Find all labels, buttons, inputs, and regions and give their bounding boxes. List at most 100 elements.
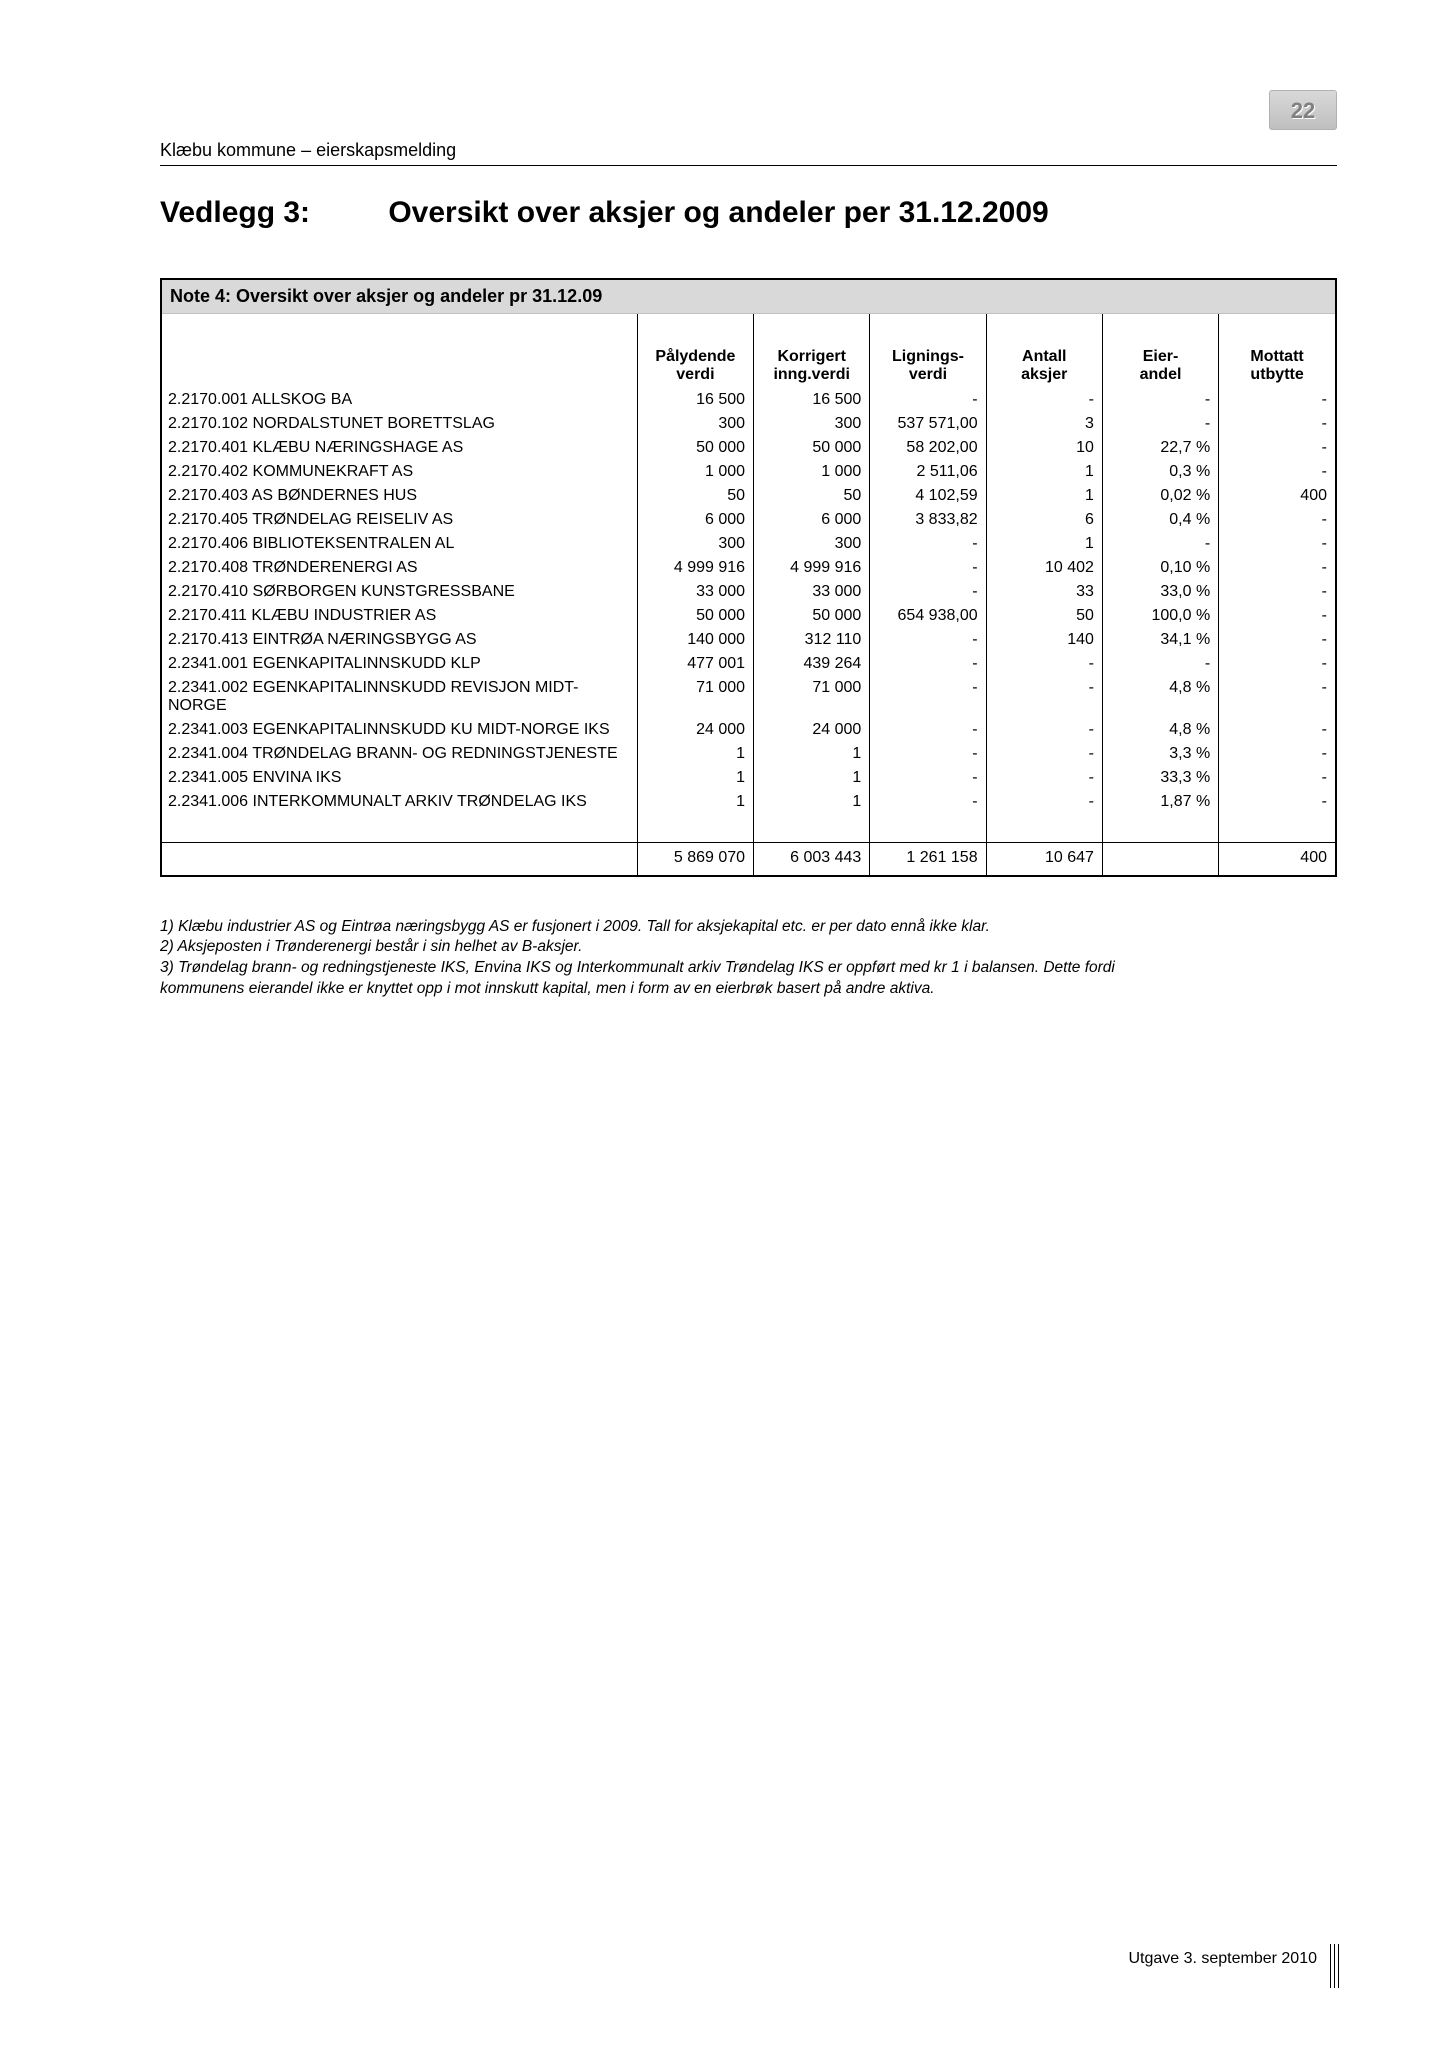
row-value: 1 000 bbox=[754, 460, 870, 484]
row-value: 33 bbox=[986, 580, 1102, 604]
row-value: 3 833,82 bbox=[870, 508, 986, 532]
footer-bars-icon bbox=[1330, 1944, 1339, 1988]
row-value: 50 bbox=[637, 484, 753, 508]
table-row: 2.2170.001 ALLSKOG BA16 50016 500---- bbox=[162, 388, 1335, 412]
footnotes: 1) Klæbu industrier AS og Eintrøa næring… bbox=[160, 917, 1160, 1001]
row-value: 0,3 % bbox=[1102, 460, 1218, 484]
row-value: - bbox=[870, 766, 986, 790]
row-value: 33,3 % bbox=[1102, 766, 1218, 790]
table-row: 2.2170.408 TRØNDERENERGI AS4 999 9164 99… bbox=[162, 556, 1335, 580]
row-value: 4,8 % bbox=[1102, 676, 1218, 718]
row-name: 2.2170.413 EINTRØA NÆRINGSBYGG AS bbox=[162, 628, 637, 652]
row-value: 58 202,00 bbox=[870, 436, 986, 460]
table-container: Note 4: Oversikt over aksjer og andeler … bbox=[160, 278, 1337, 877]
row-value: - bbox=[1219, 556, 1335, 580]
row-value: - bbox=[986, 652, 1102, 676]
row-name: 2.2341.002 EGENKAPITALINNSKUDD REVISJON … bbox=[162, 676, 637, 718]
col-palydende: Pålydendeverdi bbox=[637, 314, 753, 388]
row-value: 50 000 bbox=[637, 436, 753, 460]
row-value: - bbox=[1219, 508, 1335, 532]
row-value: - bbox=[986, 388, 1102, 412]
row-value: - bbox=[870, 388, 986, 412]
row-value: - bbox=[986, 766, 1102, 790]
row-value: 0,10 % bbox=[1102, 556, 1218, 580]
row-value: - bbox=[1219, 580, 1335, 604]
row-value: 300 bbox=[754, 532, 870, 556]
row-name: 2.2341.003 EGENKAPITALINNSKUDD KU MIDT-N… bbox=[162, 718, 637, 742]
row-value: 140 bbox=[986, 628, 1102, 652]
row-value: 33 000 bbox=[754, 580, 870, 604]
row-value: 1 bbox=[754, 742, 870, 766]
row-value: - bbox=[1219, 718, 1335, 742]
row-value: 24 000 bbox=[754, 718, 870, 742]
table-row: 2.2170.413 EINTRØA NÆRINGSBYGG AS140 000… bbox=[162, 628, 1335, 652]
row-value: - bbox=[1219, 742, 1335, 766]
row-value: 50 000 bbox=[754, 436, 870, 460]
row-value: 654 938,00 bbox=[870, 604, 986, 628]
table-row: 2.2341.006 INTERKOMMUNALT ARKIV TRØNDELA… bbox=[162, 790, 1335, 814]
row-name: 2.2341.005 ENVINA IKS bbox=[162, 766, 637, 790]
col-mottatt: Mottattutbytte bbox=[1219, 314, 1335, 388]
row-value: 0,4 % bbox=[1102, 508, 1218, 532]
table-row: 2.2341.002 EGENKAPITALINNSKUDD REVISJON … bbox=[162, 676, 1335, 718]
row-name: 2.2170.401 KLÆBU NÆRINGSHAGE AS bbox=[162, 436, 637, 460]
row-value: - bbox=[1219, 412, 1335, 436]
row-value: 400 bbox=[1219, 484, 1335, 508]
row-value: 71 000 bbox=[637, 676, 753, 718]
footnote-line: 3) Trøndelag brann- og redningstjeneste … bbox=[160, 958, 1160, 1000]
row-value: - bbox=[1102, 652, 1218, 676]
row-value: - bbox=[870, 676, 986, 718]
table-row: 2.2170.401 KLÆBU NÆRINGSHAGE AS50 00050 … bbox=[162, 436, 1335, 460]
row-value: - bbox=[986, 718, 1102, 742]
page-number-badge: 22 bbox=[1269, 90, 1337, 130]
row-value: - bbox=[1219, 532, 1335, 556]
row-value: 1 bbox=[986, 460, 1102, 484]
row-value: 140 000 bbox=[637, 628, 753, 652]
row-value: 6 000 bbox=[754, 508, 870, 532]
row-value: 300 bbox=[637, 532, 753, 556]
total-korrigert: 6 003 443 bbox=[754, 842, 870, 875]
row-value: 1 bbox=[637, 790, 753, 814]
row-value: 1 bbox=[986, 532, 1102, 556]
row-value: - bbox=[1219, 388, 1335, 412]
row-value: 4 102,59 bbox=[870, 484, 986, 508]
row-value: - bbox=[1102, 388, 1218, 412]
row-value: 100,0 % bbox=[1102, 604, 1218, 628]
row-value: 1,87 % bbox=[1102, 790, 1218, 814]
table-row: 2.2170.410 SØRBORGEN KUNSTGRESSBANE33 00… bbox=[162, 580, 1335, 604]
table-row: 2.2170.102 NORDALSTUNET BORETTSLAG300300… bbox=[162, 412, 1335, 436]
row-name: 2.2341.006 INTERKOMMUNALT ARKIV TRØNDELA… bbox=[162, 790, 637, 814]
row-value: 50 000 bbox=[637, 604, 753, 628]
row-value: - bbox=[1219, 790, 1335, 814]
row-value: 33,0 % bbox=[1102, 580, 1218, 604]
row-value: 71 000 bbox=[754, 676, 870, 718]
total-palydende: 5 869 070 bbox=[637, 842, 753, 875]
row-value: 4 999 916 bbox=[754, 556, 870, 580]
total-lignings: 1 261 158 bbox=[870, 842, 986, 875]
title-main: Oversikt over aksjer og andeler per 31.1… bbox=[388, 196, 1048, 229]
row-value: 50 bbox=[986, 604, 1102, 628]
row-value: 33 000 bbox=[637, 580, 753, 604]
row-value: 50 bbox=[754, 484, 870, 508]
row-value: 34,1 % bbox=[1102, 628, 1218, 652]
table-row: 2.2170.406 BIBLIOTEKSENTRALEN AL300300-1… bbox=[162, 532, 1335, 556]
table-row: 2.2170.402 KOMMUNEKRAFT AS1 0001 0002 51… bbox=[162, 460, 1335, 484]
row-value: 300 bbox=[754, 412, 870, 436]
col-lignings: Lignings-verdi bbox=[870, 314, 986, 388]
row-value: - bbox=[870, 580, 986, 604]
row-name: 2.2170.102 NORDALSTUNET BORETTSLAG bbox=[162, 412, 637, 436]
row-value: - bbox=[1219, 766, 1335, 790]
col-antall: Antallaksjer bbox=[986, 314, 1102, 388]
title-prefix: Vedlegg 3: bbox=[160, 196, 380, 230]
table-row: 2.2341.005 ENVINA IKS11--33,3 %- bbox=[162, 766, 1335, 790]
row-value: - bbox=[1219, 628, 1335, 652]
row-value: 439 264 bbox=[754, 652, 870, 676]
total-mottatt: 400 bbox=[1219, 842, 1335, 875]
row-value: - bbox=[870, 628, 986, 652]
row-value: 1 000 bbox=[637, 460, 753, 484]
row-value: - bbox=[1102, 412, 1218, 436]
totals-row: 5 869 070 6 003 443 1 261 158 10 647 400 bbox=[162, 842, 1335, 875]
table-header-row: Pålydendeverdi Korrigertinng.verdi Ligni… bbox=[162, 314, 1335, 388]
col-eier: Eier-andel bbox=[1102, 314, 1218, 388]
row-name: 2.2170.405 TRØNDELAG REISELIV AS bbox=[162, 508, 637, 532]
